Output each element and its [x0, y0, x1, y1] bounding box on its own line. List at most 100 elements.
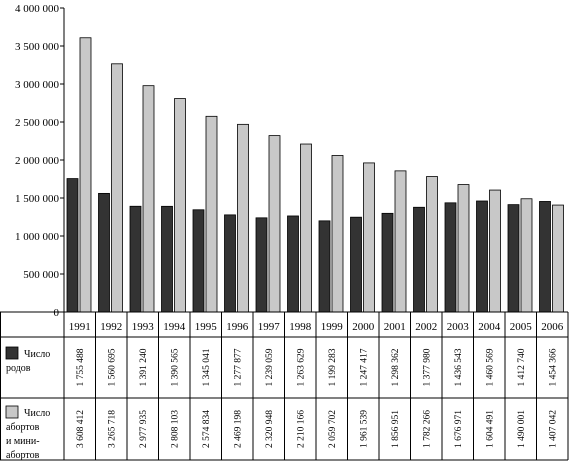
- bar-abortions: [268, 135, 281, 313]
- bar-births: [224, 214, 236, 313]
- data-label-births: 1 345 041: [202, 348, 212, 386]
- bar-births: [539, 201, 551, 313]
- data-label-abortions: 2 977 935: [139, 410, 149, 448]
- data-label-births: 1 755 488: [76, 348, 86, 386]
- legend-label-births: Число: [24, 349, 50, 360]
- data-label-abortions: 2 469 198: [233, 410, 243, 448]
- data-label-abortions: 2 059 702: [328, 410, 338, 448]
- data-label-births: 1 239 059: [265, 348, 275, 386]
- bar-births: [318, 220, 331, 313]
- x-tick-label: 2004: [478, 321, 501, 333]
- x-tick-label: 1996: [226, 321, 249, 333]
- x-tick-label: 1992: [100, 321, 122, 333]
- data-label-abortions: 1 676 971: [454, 410, 464, 448]
- bar-births: [161, 205, 173, 313]
- bar-abortions: [394, 170, 407, 313]
- bar-births: [98, 192, 110, 313]
- legend-label-abortions: и мини-: [6, 436, 40, 447]
- bar-abortions: [174, 98, 186, 313]
- x-tick-label: 2000: [352, 321, 375, 333]
- data-label-abortions: 3 608 412: [76, 410, 86, 448]
- x-tick-label: 1998: [289, 321, 312, 333]
- data-table: 1991 1992 1993 1994 1995 1996 1997 1998 1999 2000…: [0, 311, 569, 461]
- data-label-abortions: 2 210 166: [296, 410, 306, 448]
- legend-label-births: родов: [6, 363, 31, 374]
- bar-abortions: [520, 198, 533, 313]
- data-label-abortions: 2 574 834: [202, 410, 212, 448]
- data-label-births: 1 391 240: [139, 348, 149, 386]
- y-tick-label: 1 000 000: [15, 231, 60, 243]
- bar-abortions: [237, 123, 249, 313]
- data-label-births: 1 436 543: [454, 348, 464, 386]
- bar-abortions: [363, 162, 375, 313]
- bar-births: [413, 206, 425, 313]
- bar-births: [129, 205, 142, 313]
- legend-label-abortions: абортов: [6, 422, 40, 433]
- y-tick-label: 1 500 000: [15, 193, 60, 205]
- y-tick-label: 3 000 000: [15, 79, 60, 91]
- data-label-births: 1 460 569: [485, 348, 495, 386]
- data-label-abortions: 1 490 001: [517, 410, 527, 448]
- data-label-abortions: 1 604 491: [485, 410, 495, 448]
- y-tick-label: 2 000 000: [15, 155, 60, 167]
- bar-births: [350, 216, 362, 313]
- bar-abortions: [426, 176, 438, 313]
- bar-abortions: [111, 63, 123, 313]
- data-label-abortions: 1 407 042: [548, 410, 558, 448]
- data-label-births: 1 263 629: [296, 348, 306, 386]
- data-label-abortions: 2 320 948: [265, 410, 275, 448]
- data-label-births: 1 412 740: [517, 348, 527, 386]
- y-tick-label: 3 500 000: [15, 41, 60, 53]
- bar-births: [476, 200, 488, 313]
- data-label-abortions: 3 265 718: [107, 410, 117, 448]
- bar-births: [66, 178, 79, 313]
- y-tick-label: 500 000: [23, 269, 59, 281]
- legend-label-abortions: Число: [24, 408, 50, 419]
- data-label-abortions: 1 856 951: [391, 410, 401, 448]
- x-tick-label: 2002: [415, 321, 437, 333]
- bar-abortions: [142, 85, 155, 313]
- bar-births: [255, 217, 268, 313]
- data-label-births: 1 277 877: [233, 348, 243, 386]
- data-label-births: 1 377 980: [422, 348, 432, 386]
- x-tick-label: 1997: [258, 321, 281, 333]
- data-label-births: 1 298 362: [391, 348, 401, 386]
- x-tick-label: 2001: [384, 321, 406, 333]
- data-label-births: 1 390 565: [170, 348, 180, 386]
- bar-births: [444, 202, 457, 313]
- x-tick-label: 1999: [321, 321, 344, 333]
- x-tick-label: 1993: [132, 321, 155, 333]
- legend-swatch-births: [5, 346, 19, 360]
- bars: [66, 37, 564, 313]
- x-tick-label: 1994: [163, 321, 186, 333]
- data-label-abortions: 1 961 539: [359, 410, 369, 448]
- bar-abortions: [79, 37, 92, 313]
- x-tick-label: 2006: [541, 321, 564, 333]
- data-label-births: 1 247 417: [359, 348, 369, 386]
- data-label-births: 1 199 283: [328, 348, 338, 386]
- bar-abortions: [489, 189, 501, 313]
- x-tick-label: 2003: [447, 321, 470, 333]
- data-label-abortions: 1 782 266: [422, 410, 432, 448]
- x-tick-label: 1991: [69, 321, 91, 333]
- x-tick-label: 1995: [195, 321, 218, 333]
- y-tick-label: 4 000 000: [15, 3, 60, 15]
- bar-abortions: [300, 143, 312, 313]
- data-label-births: 1 454 366: [548, 348, 558, 386]
- data-label-abortions: 2 808 103: [170, 410, 180, 448]
- bar-abortions: [552, 204, 564, 313]
- bar-births: [287, 215, 299, 313]
- bar-abortions: [457, 184, 470, 313]
- bar-births: [381, 212, 394, 313]
- y-tick-label: 2 500 000: [15, 117, 60, 129]
- bar-abortions: [205, 115, 218, 313]
- bar-abortions: [331, 155, 344, 313]
- legend-swatch-abortions: [5, 405, 19, 419]
- data-label-births: 1 560 695: [107, 348, 117, 386]
- legend-label-abortions: абортов: [6, 450, 40, 461]
- y-axis: 0 500 000 1 000 000 1 500 000 2 000 000 2 500…: [15, 3, 65, 319]
- bar-births: [507, 204, 520, 313]
- x-tick-label: 2005: [510, 321, 533, 333]
- bar-births: [192, 209, 205, 313]
